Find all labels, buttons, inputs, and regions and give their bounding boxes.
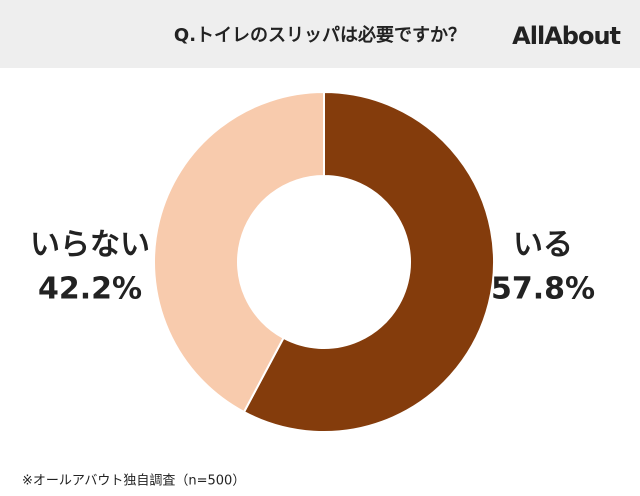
header-band: [0, 0, 640, 68]
slice-label: いらない: [30, 228, 150, 263]
donut-slice: [242, 90, 495, 433]
logo: AllAbout: [512, 22, 620, 50]
slice-value-label: 42.2%: [38, 272, 142, 307]
donut-slice: [153, 90, 325, 414]
chart-title: Q.トイレのスリッパは必要ですか？: [174, 24, 466, 46]
slice-value-label: 57.8%: [491, 272, 595, 307]
slice-label: いる: [513, 228, 573, 263]
footnote: ※オールアバウト独自調査（n=500）: [22, 474, 245, 489]
